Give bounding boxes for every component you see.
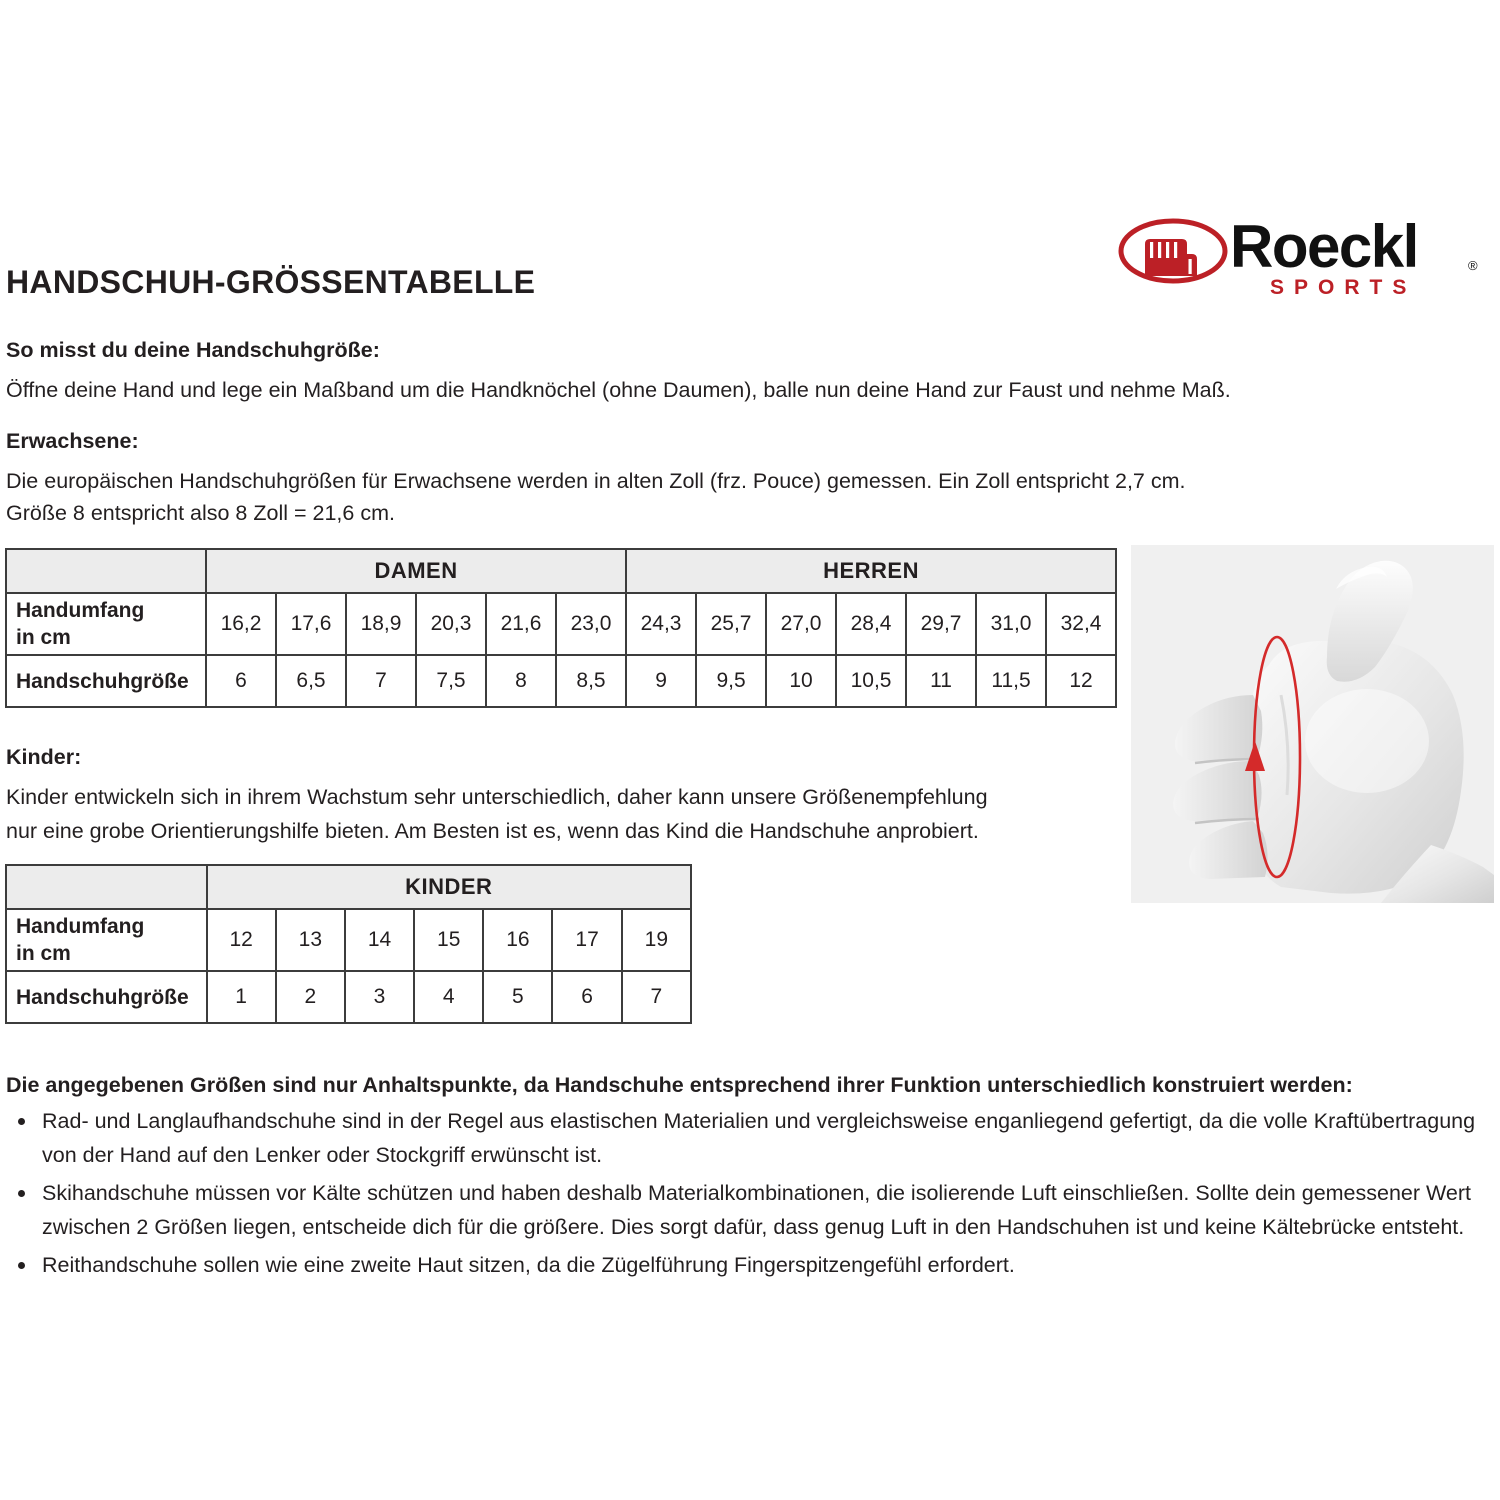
kids-circumference-row-cell: 17 (551, 908, 623, 972)
kids-circumference-row: Handumfang in cm 12 13 14 15 16 17 19 (5, 908, 693, 972)
adults-size-row-cell: 9,5 (695, 654, 768, 708)
row-label: Handschuhgröße (16, 669, 189, 693)
adults-circumference-row-cell: 28,4 (835, 592, 908, 656)
bullet-dot-icon (18, 1262, 25, 1269)
row-label-line1: Handumfang (16, 915, 145, 938)
adults-size-row-cell: 11 (905, 654, 978, 708)
kids-table-body: Handumfang in cm 12 13 14 15 16 17 19 Handschuhgr… (5, 908, 693, 1024)
adults-size-row-cell: 6 (205, 654, 277, 708)
adults-size-row-cell: 10 (765, 654, 838, 708)
adults-size-row-cell: 7 (345, 654, 417, 708)
note-item-text: Reithandschuhe sollen wie eine zweite Ha… (42, 1253, 1015, 1277)
adults-circumference-row-cell: 24,3 (625, 592, 698, 656)
kids-size-table: KINDER Handumfang in cm 12 13 14 15 16 17 19 Hand… (5, 864, 693, 1024)
note-item-text: Skihandschuhe müssen vor Kälte schützen … (42, 1181, 1472, 1239)
kids-size-row-label: Handschuhgröße (5, 970, 208, 1024)
adults-circumference-row-cell: 27,0 (765, 592, 838, 656)
adults-circumference-row-cell: 16,2 (205, 592, 277, 656)
kids-circumference-row-cell: 19 (620, 908, 693, 972)
adults-circumference-row-cell: 21,6 (485, 592, 557, 656)
kids-size-row-cell: 1 (205, 970, 277, 1024)
kids-circumference-row-cell: 15 (413, 908, 485, 972)
adults-circumference-row-cell: 18,9 (345, 592, 417, 656)
kids-size-row-cell: 3 (343, 970, 416, 1024)
adults-circumference-row-cell: 25,7 (695, 592, 768, 656)
row-label-line2: in cm (16, 626, 71, 649)
logo-sports-label: SPORTS (1270, 276, 1417, 299)
adults-circumference-row-cell: 23,0 (554, 592, 628, 656)
adults-size-row-cell: 8,5 (554, 654, 628, 708)
glove-oval-icon (1118, 218, 1228, 288)
note-item: Skihandschuhe müssen vor Kälte schützen … (6, 1176, 1496, 1244)
kids-size-row-cell: 6 (551, 970, 623, 1024)
adults-size-row-cell: 7,5 (415, 654, 487, 708)
bullet-dot-icon (18, 1118, 25, 1125)
notes-list: Rad- und Langlaufhandschuhe sind in der … (6, 1104, 1496, 1286)
registered-mark: ® (1468, 258, 1478, 273)
adults-circumference-row: Handumfang in cm 16,2 17,6 18,9 20,3 21,6 23,0 2… (5, 592, 1118, 656)
hand-measurement-illustration (1131, 545, 1494, 903)
adults-group-women: DAMEN (204, 548, 628, 594)
notes-heading: Die angegebenen Größen sind nur Anhaltsp… (6, 1073, 1353, 1097)
kids-paragraph-line-1: Kinder entwickeln sich in ihrem Wachstum… (6, 785, 988, 809)
adults-circumference-row-cell: 17,6 (275, 592, 347, 656)
kids-circumference-row-cell: 13 (274, 908, 346, 972)
kids-group-header-row: KINDER (5, 864, 693, 910)
adults-circumference-row-cell: 20,3 (415, 592, 487, 656)
page-header: HANDSCHUH-GRÖSSENTABELLE Roeckl ® SPORTS (6, 208, 1494, 314)
kids-size-row-cell: 5 (482, 970, 554, 1024)
adults-group-header-row: DAMEN HERREN (5, 548, 1118, 594)
adults-size-row-cell: 11,5 (975, 654, 1048, 708)
kids-heading: Kinder: (6, 745, 82, 769)
kids-group-label: KINDER (205, 864, 693, 910)
kids-circumference-row-cell: 12 (205, 908, 277, 972)
adults-table-head: DAMEN HERREN (5, 548, 1118, 594)
measure-heading: So misst du deine Handschuhgröße: (6, 338, 380, 362)
adults-size-row-cell: 10,5 (835, 654, 908, 708)
adults-size-row-cell: 6,5 (275, 654, 347, 708)
bullet-dot-icon (18, 1190, 25, 1197)
kids-size-row-cell: 7 (620, 970, 693, 1024)
kids-table-head: KINDER (5, 864, 693, 910)
adults-circumference-row-cell: 29,7 (905, 592, 978, 656)
adults-circumference-row-cell: 32,4 (1045, 592, 1118, 656)
adults-size-row: Handschuhgröße 6 6,5 7 7,5 8 8,5 9 9,5 10 10,5 11 11… (5, 654, 1118, 708)
roeckl-sports-logo: Roeckl ® SPORTS (1118, 214, 1490, 310)
adults-paragraph-line-2: Größe 8 entspricht also 8 Zoll = 21,6 cm… (6, 501, 395, 525)
adults-circumference-row-label: Handumfang in cm (5, 592, 207, 656)
kids-size-row-cell: 2 (274, 970, 346, 1024)
adults-size-row-cell: 9 (625, 654, 698, 708)
note-item: Rad- und Langlaufhandschuhe sind in der … (6, 1104, 1496, 1172)
kids-paragraph-line-2: nur eine grobe Orientierungshilfe bieten… (6, 819, 979, 843)
adults-group-blank-cell (5, 548, 207, 594)
adults-group-men: HERREN (625, 548, 1118, 594)
adults-size-table: DAMEN HERREN Handumfang in cm 16,2 17,6 18,9… (5, 548, 1118, 708)
kids-size-row: Handschuhgröße 1 2 3 4 5 6 7 (5, 970, 693, 1024)
adults-heading: Erwachsene: (6, 429, 139, 453)
row-label-line1: Handumfang (16, 599, 145, 622)
adults-table-body: Handumfang in cm 16,2 17,6 18,9 20,3 21,6 23,0 2… (5, 592, 1118, 708)
measure-instruction: Öffne deine Hand und lege ein Maßband um… (6, 378, 1231, 402)
kids-circumference-row-label: Handumfang in cm (5, 908, 208, 972)
kids-size-row-cell: 4 (413, 970, 485, 1024)
row-label: Handschuhgröße (16, 985, 189, 1009)
adults-size-row-cell: 12 (1045, 654, 1118, 708)
adults-paragraph-line-1: Die europäischen Handschuhgrößen für Erw… (6, 469, 1186, 493)
kids-circumference-row-cell: 14 (343, 908, 416, 972)
note-item: Reithandschuhe sollen wie eine zweite Ha… (6, 1248, 1496, 1282)
logo-wordmark: Roeckl (1230, 213, 1419, 280)
adults-size-row-label: Handschuhgröße (5, 654, 207, 708)
kids-circumference-row-cell: 16 (482, 908, 554, 972)
row-label-line2: in cm (16, 942, 71, 965)
adults-circumference-row-cell: 31,0 (975, 592, 1048, 656)
kids-group-blank-cell (5, 864, 208, 910)
page-title: HANDSCHUH-GRÖSSENTABELLE (6, 264, 536, 300)
note-item-text: Rad- und Langlaufhandschuhe sind in der … (42, 1109, 1476, 1167)
adults-size-row-cell: 8 (485, 654, 557, 708)
